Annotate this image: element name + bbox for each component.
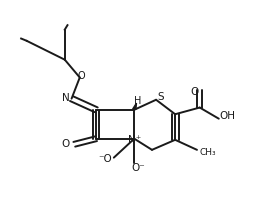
Text: OH: OH bbox=[220, 112, 236, 121]
Text: O: O bbox=[61, 139, 70, 149]
Text: CH₃: CH₃ bbox=[199, 148, 216, 157]
Text: ⁻O: ⁻O bbox=[99, 154, 113, 164]
Text: S: S bbox=[157, 92, 164, 102]
Text: N: N bbox=[62, 93, 70, 103]
Text: O⁻: O⁻ bbox=[132, 163, 145, 173]
Text: N⁺: N⁺ bbox=[128, 135, 141, 145]
Text: O: O bbox=[191, 87, 199, 97]
Text: H: H bbox=[134, 96, 141, 106]
Polygon shape bbox=[133, 103, 136, 109]
Text: O: O bbox=[77, 71, 85, 81]
